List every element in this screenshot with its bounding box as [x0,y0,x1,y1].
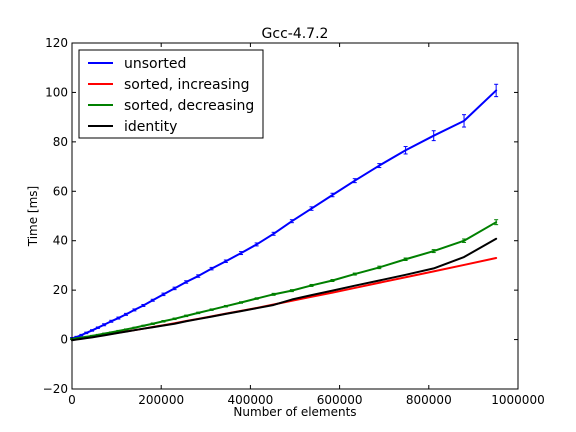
x-tick-label: 800000 [406,393,452,407]
x-tick-label: 200000 [138,393,184,407]
error-bar [209,266,214,271]
error-bar [271,292,276,296]
error-bar [141,303,146,307]
x-tick-label: 400000 [227,393,273,407]
chart-title: Gcc-4.7.2 [262,26,329,42]
error-bar [141,324,146,327]
error-bar [254,297,259,300]
error-bar [239,301,244,304]
legend-label: sorted, decreasing [124,98,254,114]
error-bar [90,329,95,332]
error-bar [172,317,177,321]
y-tick-label: −20 [43,382,68,396]
error-bar [84,331,89,335]
plot-frame [71,42,519,390]
error-bar [377,265,382,270]
error-bar [431,249,436,254]
x-tick-label: 0 [68,393,76,407]
error-bar [109,319,114,323]
legend-label: identity [124,119,177,135]
error-bar [196,274,201,278]
error-bar [309,206,314,211]
error-bar [95,326,100,329]
error-bar [184,314,189,318]
legend-entry: identity [88,119,177,135]
error-bar [123,328,128,331]
series-line-2 [71,221,498,341]
error-bar [132,326,137,329]
error-bar [309,283,314,287]
y-tick-label: 0 [60,333,68,347]
legend-box [78,49,264,139]
legend-label: sorted, increasing [124,77,250,93]
y-tick-label: 40 [53,234,68,248]
error-bar [462,238,467,243]
error-bar [254,242,259,247]
error-bar [123,312,128,316]
x-tick-label: 1000000 [491,393,544,407]
error-bar [102,332,107,335]
legend-entry: sorted, increasing [88,77,250,93]
error-bar [377,163,382,169]
error-bar [271,231,276,236]
legend-entry: unsorted [88,56,186,72]
error-bar [116,316,121,320]
error-bar [494,219,499,226]
error-bar [209,308,214,311]
error-bar [161,292,166,297]
error-bar [161,320,166,323]
error-bar [289,289,294,293]
x-tick-label: 600000 [317,393,363,407]
error-bar [239,251,244,256]
y-tick-label: 120 [45,36,68,50]
error-bar [150,322,155,325]
error-bar [79,333,84,337]
error-bar [132,308,137,312]
error-bar [223,259,228,263]
error-bar [431,130,436,142]
legend-entry: sorted, decreasing [88,98,254,114]
error-bar [403,257,408,261]
error-bar [172,286,177,291]
error-bar [102,323,107,327]
error-bar [494,83,499,98]
error-bar [150,298,155,302]
error-bar [403,146,408,155]
error-bar [223,304,228,308]
series-layer [70,83,499,342]
error-bar [352,178,357,184]
y-tick-label: 80 [53,135,68,149]
x-axis-label: Number of elements [233,405,356,419]
error-bar [109,331,114,334]
legend: unsorted sorted, increasing sorted, decrea… [78,49,264,139]
error-bar [196,311,201,315]
error-bar [462,114,467,128]
error-bar [289,219,294,224]
y-tick-label: 60 [53,184,68,198]
ticks-layer: 0 200000 400000 600000 800000 1000000−2002040… [43,36,545,407]
y-axis-label: Time [ms] [26,186,40,248]
error-bar [352,272,357,276]
error-bar [330,279,335,282]
error-bar [184,280,189,284]
y-tick-label: 20 [53,283,68,297]
y-tick-label: 100 [45,85,68,99]
error-bar [330,192,335,198]
error-bar [116,329,121,332]
series-line-3 [71,237,498,342]
legend-label: unsorted [124,56,186,72]
